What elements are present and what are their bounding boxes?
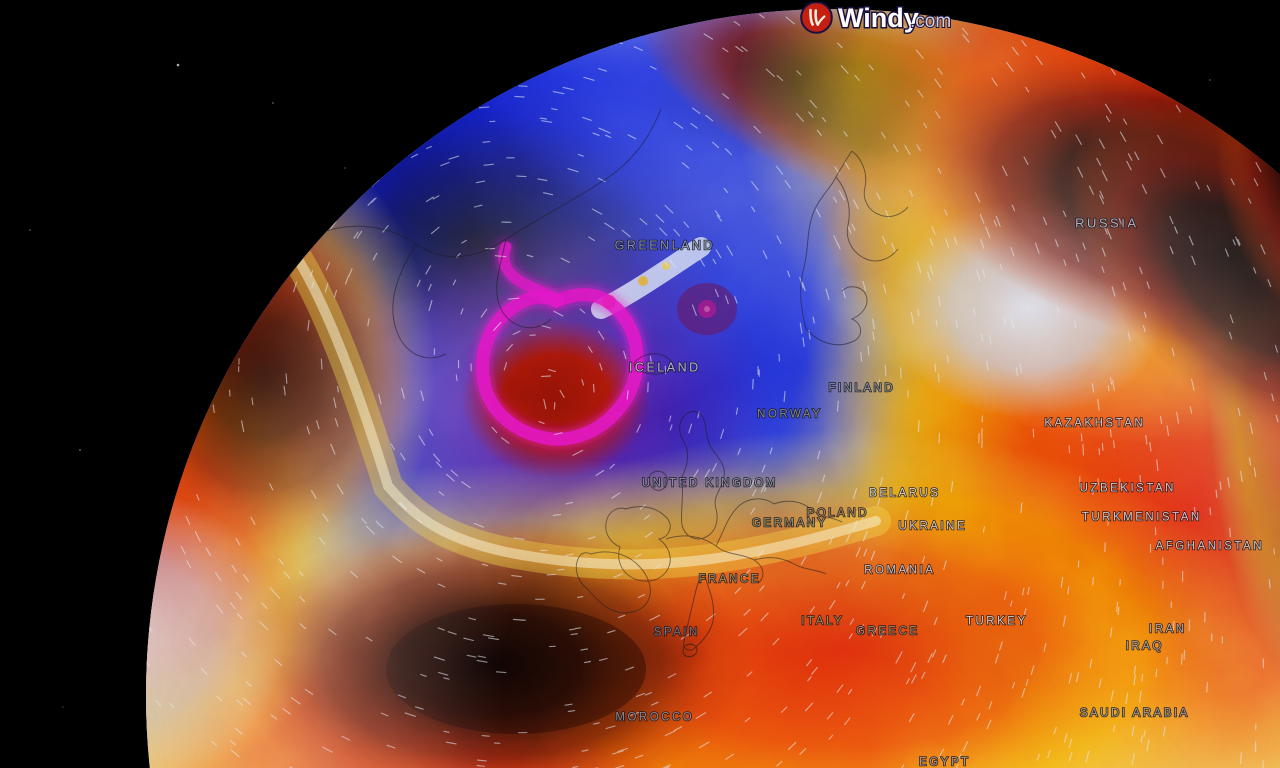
svg-text:.com: .com	[910, 11, 951, 32]
svg-text:Windy: Windy	[838, 3, 919, 33]
